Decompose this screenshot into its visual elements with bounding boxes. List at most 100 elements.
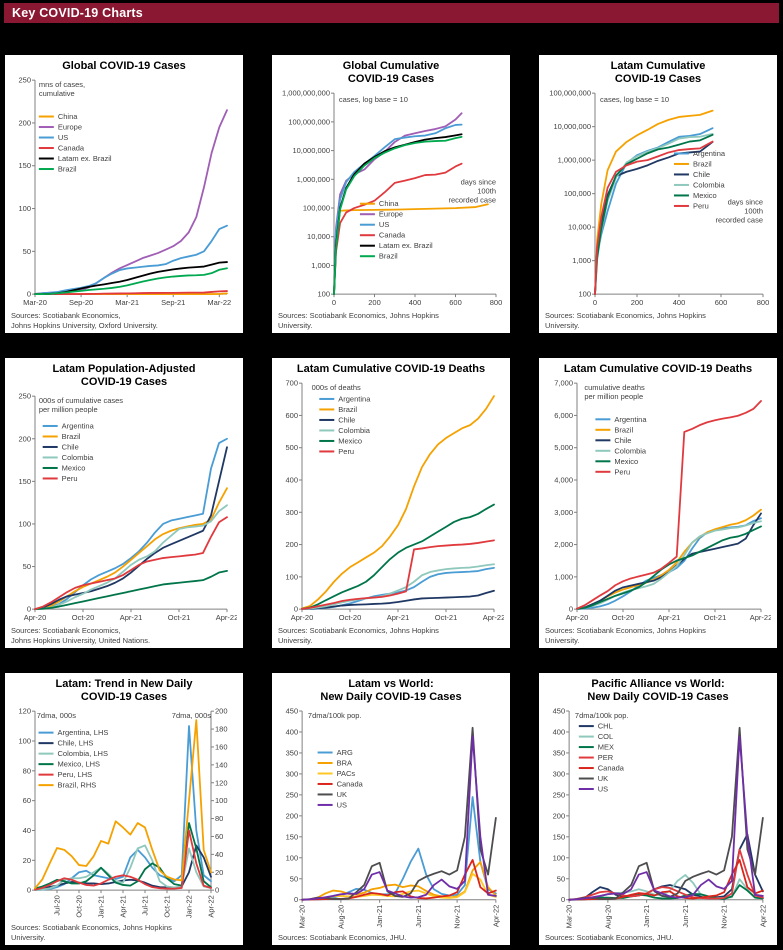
svg-text:40: 40 xyxy=(23,826,31,835)
svg-text:800: 800 xyxy=(490,298,503,307)
svg-text:Apr-21: Apr-21 xyxy=(119,895,128,918)
page-title: Key COVID-19 Charts xyxy=(12,6,143,20)
svg-text:Peru, LHS: Peru, LHS xyxy=(58,770,93,779)
svg-text:Apr-21: Apr-21 xyxy=(658,613,681,622)
svg-text:250: 250 xyxy=(18,76,31,85)
svg-text:0: 0 xyxy=(332,298,336,307)
svg-text:UK: UK xyxy=(337,790,347,799)
svg-text:Canada: Canada xyxy=(379,231,406,240)
svg-text:0: 0 xyxy=(215,886,219,895)
svg-text:Oct-21: Oct-21 xyxy=(168,613,191,622)
panel-global-cumulative-cases-log: Global Cumulative COVID-19 Cases 100 1,00… xyxy=(272,55,510,333)
svg-text:Brazil: Brazil xyxy=(693,159,712,168)
svg-text:450: 450 xyxy=(553,706,565,715)
svg-text:50: 50 xyxy=(557,874,565,883)
svg-text:20: 20 xyxy=(23,856,31,865)
svg-text:Apr-22: Apr-22 xyxy=(483,613,504,622)
chart-title: Latam Cumulative COVID-19 Deaths xyxy=(563,363,753,375)
svg-text:Canada: Canada xyxy=(598,763,625,772)
chart-title: Global COVID-19 Cases xyxy=(62,60,186,72)
svg-text:Argentina: Argentina xyxy=(614,415,647,424)
svg-text:80: 80 xyxy=(23,766,31,775)
svg-text:250: 250 xyxy=(286,790,298,799)
svg-text:cases, log base = 10: cases, log base = 10 xyxy=(339,95,408,104)
svg-text:100: 100 xyxy=(18,519,31,528)
svg-text:US: US xyxy=(337,800,347,809)
svg-text:40: 40 xyxy=(215,850,223,859)
pacific-alliance-vs-world-new-daily-chart: 0 50 100 150 200 250 300 350 400 450 Mar-20 Aug-20 J… xyxy=(553,706,768,929)
panel-latam-pop-adjusted-cases: Latam Population-Adjusted COVID-19 Cases… xyxy=(5,358,243,648)
svg-text:100: 100 xyxy=(18,204,31,213)
svg-text:400: 400 xyxy=(409,298,422,307)
svg-text:Europe: Europe xyxy=(379,210,403,219)
svg-text:Brazil: Brazil xyxy=(338,405,357,414)
svg-text:200: 200 xyxy=(215,707,228,716)
svg-text:China: China xyxy=(58,112,78,121)
page-header: Key COVID-19 Charts xyxy=(4,3,779,23)
svg-text:Mexico: Mexico xyxy=(614,457,638,466)
chart-title: Global Cumulative COVID-19 Cases xyxy=(342,60,440,85)
svg-text:mns of cases,cumulative: mns of cases, cumulative xyxy=(39,80,85,98)
svg-text:China: China xyxy=(379,199,399,208)
svg-text:Chile, LHS: Chile, LHS xyxy=(58,739,94,748)
chart-sources: Sources: Scotiabank Economics, JHU. xyxy=(545,932,674,942)
svg-text:Colombia, LHS: Colombia, LHS xyxy=(58,749,108,758)
svg-text:MEX: MEX xyxy=(598,742,614,751)
svg-text:Argentina: Argentina xyxy=(62,421,95,430)
svg-text:0: 0 xyxy=(27,290,31,299)
svg-text:0: 0 xyxy=(27,605,31,614)
svg-text:10,000,000: 10,000,000 xyxy=(553,122,591,131)
svg-text:Apr-22: Apr-22 xyxy=(207,895,216,918)
svg-text:Apr-20: Apr-20 xyxy=(566,613,589,622)
svg-text:100: 100 xyxy=(286,853,298,862)
svg-text:Oct-21: Oct-21 xyxy=(163,895,172,918)
svg-text:Jul-20: Jul-20 xyxy=(53,895,62,915)
svg-text:Oct-20: Oct-20 xyxy=(72,613,95,622)
svg-text:2,000: 2,000 xyxy=(554,540,573,549)
svg-text:Brazil: Brazil xyxy=(614,425,633,434)
latam-vs-world-new-daily-chart: 0 50 100 150 200 250 300 350 400 450 Mar-20 Aug-20 J… xyxy=(286,706,501,929)
svg-text:Nov-21: Nov-21 xyxy=(453,905,462,929)
svg-text:Chile: Chile xyxy=(62,442,79,451)
svg-text:PER: PER xyxy=(598,753,614,762)
svg-text:UK: UK xyxy=(598,774,608,783)
svg-text:4,000: 4,000 xyxy=(554,475,573,484)
chart-sources: Sources: Scotiabank Economics, Johns Hop… xyxy=(11,923,172,942)
svg-text:Apr-22: Apr-22 xyxy=(491,905,500,927)
svg-text:100: 100 xyxy=(578,290,591,299)
svg-text:Brazil: Brazil xyxy=(379,252,398,261)
chart-title: Pacific Alliance vs World: New Daily COV… xyxy=(587,678,729,703)
svg-text:Canada: Canada xyxy=(58,143,85,152)
svg-text:Oct-21: Oct-21 xyxy=(435,613,458,622)
svg-text:200: 200 xyxy=(368,298,381,307)
latam-cumulative-cases-log-chart: 100 1,000 10,000 100,000 1,000,000 10,000,000… xyxy=(549,89,769,308)
svg-text:80: 80 xyxy=(215,814,223,823)
svg-text:Oct-21: Oct-21 xyxy=(704,613,727,622)
svg-text:200: 200 xyxy=(286,811,298,820)
chart-sources: Sources: Scotiabank Economics, Johns Hop… xyxy=(278,626,439,645)
svg-text:1,000,000: 1,000,000 xyxy=(297,175,330,184)
svg-text:60: 60 xyxy=(23,796,31,805)
svg-text:1,000: 1,000 xyxy=(554,572,573,581)
svg-text:100: 100 xyxy=(215,796,228,805)
svg-text:200: 200 xyxy=(631,298,644,307)
svg-text:150: 150 xyxy=(286,832,298,841)
svg-text:7dma/100k pop.: 7dma/100k pop. xyxy=(575,711,629,720)
svg-text:350: 350 xyxy=(553,748,565,757)
svg-text:Aug-20: Aug-20 xyxy=(603,905,612,929)
svg-text:3,000: 3,000 xyxy=(554,508,573,517)
svg-text:400: 400 xyxy=(553,727,565,736)
chart-sources: Sources: Scotiabank Economics, Johns Hop… xyxy=(545,626,706,645)
svg-text:100,000: 100,000 xyxy=(303,203,330,212)
svg-text:Mexico, LHS: Mexico, LHS xyxy=(58,760,101,769)
svg-text:600: 600 xyxy=(449,298,462,307)
svg-text:50: 50 xyxy=(23,247,31,256)
svg-text:0: 0 xyxy=(294,895,298,904)
svg-text:1,000,000,000: 1,000,000,000 xyxy=(282,89,330,98)
svg-text:Canada: Canada xyxy=(337,779,364,788)
svg-text:700: 700 xyxy=(285,379,298,388)
svg-text:200: 200 xyxy=(18,434,31,443)
svg-text:Latam ex. Brazil: Latam ex. Brazil xyxy=(58,154,112,163)
